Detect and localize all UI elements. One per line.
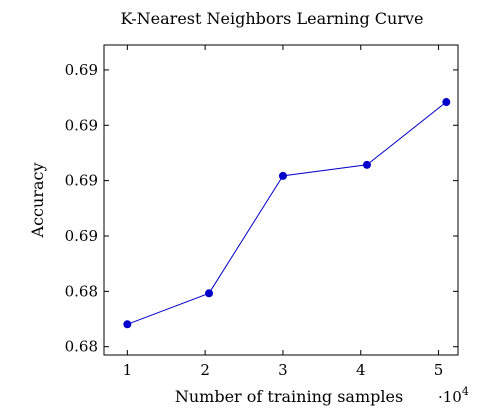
y-axis-label: Accuracy (28, 163, 47, 239)
x-tick-label: 1 (123, 361, 133, 379)
y-tick-label: 0.68 (65, 282, 98, 300)
data-point (442, 98, 451, 107)
y-tick-label: 0.68 (65, 338, 98, 356)
x-axis-ticks: 1 2 3 4 5 (123, 45, 444, 379)
y-tick-label: 0.69 (65, 227, 98, 245)
x-tick-label: 5 (434, 361, 444, 379)
plot-frame (103, 44, 459, 356)
x-axis-multiplier-exponent: 4 (462, 385, 469, 398)
x-axis-multiplier-base: ·10 (438, 388, 462, 406)
y-tick-label: 0.69 (65, 172, 98, 190)
y-axis-ticks: 0.68 0.68 0.69 0.69 0.69 0.69 (65, 61, 458, 356)
y-tick-label: 0.69 (65, 61, 98, 79)
chart-title: K-Nearest Neighbors Learning Curve (120, 9, 423, 28)
x-tick-label: 3 (278, 361, 288, 379)
data-point (278, 171, 287, 180)
x-axis-label: Number of training samples (175, 387, 403, 406)
y-tick-label: 0.69 (65, 116, 98, 134)
x-tick-label: 2 (200, 361, 210, 379)
data-point (123, 320, 132, 329)
x-axis-multiplier: ·104 (438, 385, 469, 406)
series-layer (123, 98, 451, 329)
series-line (127, 101, 447, 325)
data-point (362, 160, 371, 169)
data-point (205, 289, 214, 298)
x-tick-label: 4 (356, 361, 366, 379)
